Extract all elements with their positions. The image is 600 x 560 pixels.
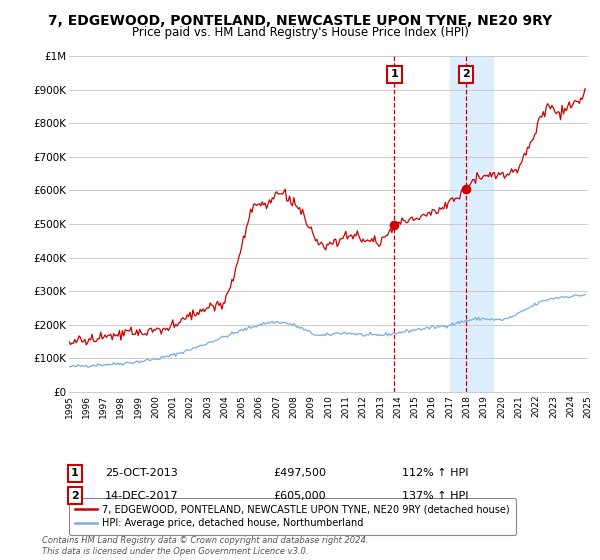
Legend: 7, EDGEWOOD, PONTELAND, NEWCASTLE UPON TYNE, NE20 9RY (detached house), HPI: Ave: 7, EDGEWOOD, PONTELAND, NEWCASTLE UPON T… <box>68 498 516 535</box>
Text: 1: 1 <box>391 69 398 80</box>
Text: 2: 2 <box>71 491 79 501</box>
Text: 2: 2 <box>462 69 470 80</box>
Text: 1: 1 <box>71 468 79 478</box>
Text: 137% ↑ HPI: 137% ↑ HPI <box>402 491 469 501</box>
Bar <box>449 56 493 392</box>
Text: £497,500: £497,500 <box>273 468 326 478</box>
Text: 25-OCT-2013: 25-OCT-2013 <box>105 468 178 478</box>
Text: Contains HM Land Registry data © Crown copyright and database right 2024.
This d: Contains HM Land Registry data © Crown c… <box>42 536 368 556</box>
Text: 14-DEC-2017: 14-DEC-2017 <box>105 491 179 501</box>
Text: £605,000: £605,000 <box>273 491 326 501</box>
Text: Price paid vs. HM Land Registry's House Price Index (HPI): Price paid vs. HM Land Registry's House … <box>131 26 469 39</box>
Text: 112% ↑ HPI: 112% ↑ HPI <box>402 468 469 478</box>
Text: 7, EDGEWOOD, PONTELAND, NEWCASTLE UPON TYNE, NE20 9RY: 7, EDGEWOOD, PONTELAND, NEWCASTLE UPON T… <box>48 14 552 28</box>
